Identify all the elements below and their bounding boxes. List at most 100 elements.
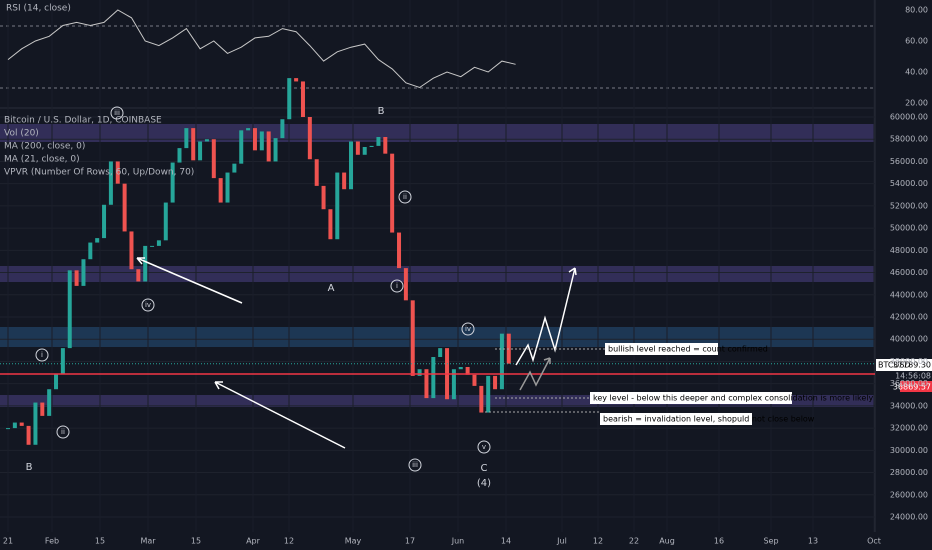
y-tick-label: 40000.00 <box>890 335 928 344</box>
x-tick-label: 17 <box>405 537 415 546</box>
candle <box>390 153 395 233</box>
wave-label: C <box>481 463 488 474</box>
wave-circle <box>141 298 155 312</box>
candle <box>376 137 381 146</box>
candle <box>349 141 353 190</box>
candle <box>67 270 72 349</box>
candle <box>136 269 141 282</box>
wave-label: ii <box>403 193 407 201</box>
candle <box>465 367 470 375</box>
y-tick-label: 36000.00 <box>890 379 928 388</box>
wave-circle <box>56 425 70 439</box>
wave-label: i <box>41 351 43 359</box>
candle <box>177 148 182 163</box>
candle <box>33 402 38 445</box>
wave-label: iv <box>465 325 471 333</box>
candle <box>81 259 86 286</box>
candle <box>252 128 257 151</box>
zone <box>0 327 875 347</box>
wave-circle <box>461 322 475 336</box>
y-tick-label: 34000.00 <box>890 401 928 410</box>
candle <box>321 185 326 210</box>
arrows <box>136 257 577 449</box>
x-tick-label: 22 <box>629 537 639 546</box>
candle <box>115 161 120 184</box>
x-tick-label: Mar <box>140 537 156 546</box>
candle <box>383 137 388 154</box>
candle <box>273 138 278 162</box>
rsi-tick-label: 60.00 <box>905 37 928 46</box>
candle <box>458 367 463 370</box>
y-tick-label: 44000.00 <box>890 290 928 299</box>
y-tick-label: 30000.00 <box>890 446 928 455</box>
candle <box>26 425 31 445</box>
x-tick-label: Aug <box>659 537 675 546</box>
x-tick-label: Jun <box>451 537 465 546</box>
wave-label: B <box>26 462 33 473</box>
wave-label: i <box>396 282 398 290</box>
indicator: VPVR (Number Of Rows, 60, Up/Down, 70) <box>4 168 194 178</box>
candle <box>493 375 498 390</box>
candle <box>129 231 134 270</box>
symbol-box <box>876 359 932 371</box>
candle <box>60 348 65 374</box>
candle <box>232 163 237 173</box>
x-tick-label: Feb <box>45 537 59 546</box>
wave-label: B <box>378 106 385 117</box>
candle <box>198 141 203 161</box>
candle <box>88 242 93 260</box>
y-tick-label: 28000.00 <box>890 468 928 477</box>
candle <box>191 128 196 161</box>
candle <box>403 268 408 301</box>
candle <box>150 245 155 247</box>
annotation-box <box>605 343 718 355</box>
x-tick-label: 15 <box>95 537 105 546</box>
candle <box>438 348 443 357</box>
x-tick-label: 16 <box>714 537 724 546</box>
wave-label: A <box>328 283 335 294</box>
x-tick-label: May <box>345 537 362 546</box>
candle <box>300 81 305 117</box>
rsi-tick-label: 80.00 <box>905 6 928 15</box>
last-price: 37789.30 <box>893 361 931 370</box>
y-tick-label: 24000.00 <box>890 513 928 522</box>
candle <box>246 128 251 131</box>
x-tick-label: Sep <box>763 537 778 546</box>
candle <box>451 369 456 400</box>
candle <box>355 141 360 155</box>
zone <box>0 124 875 142</box>
x-tick-label: 13 <box>808 537 818 546</box>
wave-label: v <box>482 443 486 451</box>
wave-label: (4) <box>477 478 491 489</box>
candle <box>307 117 312 160</box>
y-tick-label: 50000.00 <box>890 224 928 233</box>
indicator: MA (200, close, 0) <box>4 142 85 152</box>
wave-label: iii <box>412 461 418 469</box>
candle <box>170 162 175 203</box>
candle <box>259 131 264 151</box>
indicator: Vol (20) <box>4 129 39 139</box>
candle <box>204 139 209 142</box>
candle <box>335 172 340 240</box>
candle <box>156 240 161 246</box>
candle <box>218 178 223 203</box>
y-tick-label: 56000.00 <box>890 157 928 166</box>
x-tick-label: 21 <box>3 537 13 546</box>
wave-label: iii <box>114 109 120 117</box>
rsi-line <box>7 9 516 89</box>
candle <box>40 402 45 416</box>
wave-circle <box>477 440 491 454</box>
x-tick-label: 15 <box>191 537 201 546</box>
candle <box>122 183 127 232</box>
rsi-title: RSI (14, close) <box>6 4 71 14</box>
annotation-box <box>590 392 792 404</box>
symbol: BTCUSD <box>878 361 911 370</box>
wave-label: ii <box>61 428 65 436</box>
candle <box>6 428 10 430</box>
annotation: bullish level reached = count confirmed <box>608 345 768 354</box>
wave-label: iv <box>145 301 151 309</box>
candle <box>211 139 216 179</box>
candle <box>102 204 107 239</box>
candle <box>266 131 271 162</box>
